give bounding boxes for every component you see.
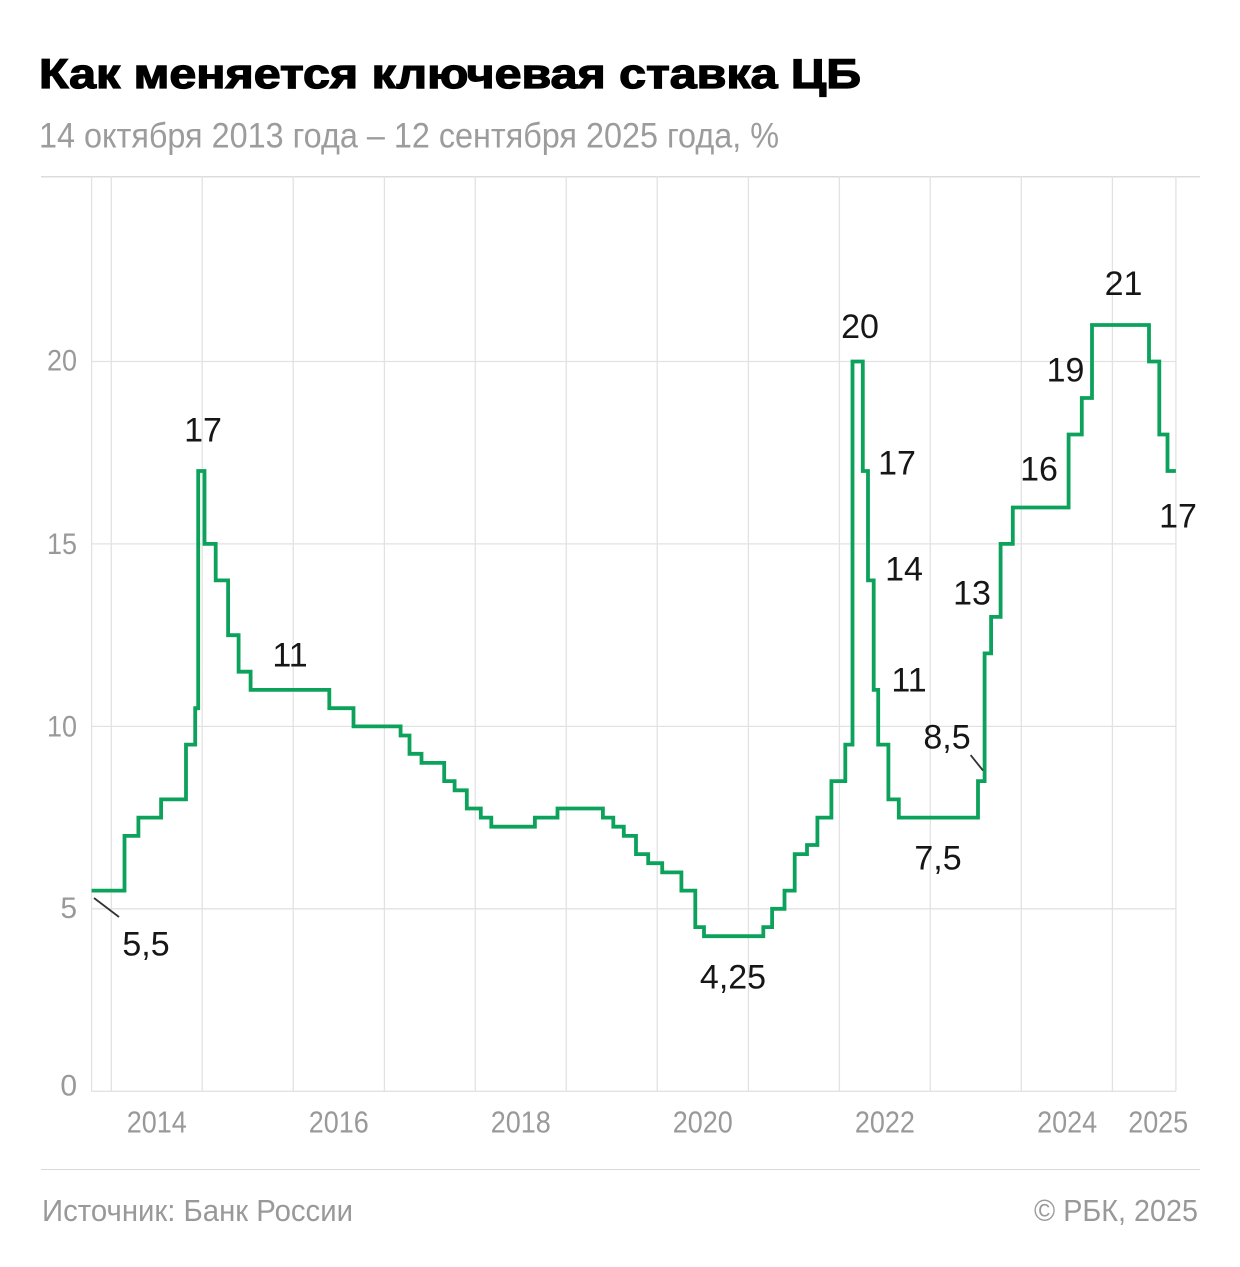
svg-text:4,25: 4,25 [700, 959, 766, 997]
svg-text:14 октября 2013 года – 12 сент: 14 октября 2013 года – 12 сентября 2025 … [39, 117, 779, 156]
svg-text:13: 13 [953, 575, 991, 613]
svg-text:17: 17 [1159, 498, 1197, 536]
svg-text:2022: 2022 [855, 1104, 915, 1139]
svg-text:Источник: Банк России: Источник: Банк России [42, 1193, 353, 1228]
svg-text:14: 14 [885, 551, 923, 589]
svg-text:2025: 2025 [1128, 1104, 1188, 1139]
svg-text:2018: 2018 [491, 1104, 551, 1139]
svg-text:7,5: 7,5 [914, 840, 961, 878]
svg-text:2016: 2016 [309, 1104, 369, 1139]
svg-text:2020: 2020 [673, 1104, 733, 1139]
svg-text:17: 17 [878, 445, 916, 483]
svg-text:20: 20 [47, 344, 77, 377]
svg-text:10: 10 [47, 711, 77, 744]
svg-text:5,5: 5,5 [122, 926, 169, 964]
svg-text:2014: 2014 [127, 1104, 187, 1139]
svg-text:21: 21 [1105, 265, 1143, 303]
svg-text:5: 5 [60, 892, 77, 925]
svg-text:8,5: 8,5 [923, 719, 970, 757]
svg-text:17: 17 [184, 412, 222, 450]
svg-text:11: 11 [891, 662, 926, 700]
svg-text:Как меняется ключевая ставка Ц: Как меняется ключевая ставка ЦБ [39, 50, 861, 97]
svg-text:15: 15 [47, 528, 77, 561]
svg-text:16: 16 [1020, 451, 1058, 489]
svg-text:19: 19 [1047, 352, 1085, 390]
svg-text:11: 11 [272, 637, 307, 675]
svg-text:2024: 2024 [1037, 1104, 1097, 1139]
svg-text:0: 0 [60, 1070, 77, 1103]
svg-text:20: 20 [841, 308, 879, 346]
svg-text:© РБК, 2025: © РБК, 2025 [1034, 1193, 1198, 1228]
